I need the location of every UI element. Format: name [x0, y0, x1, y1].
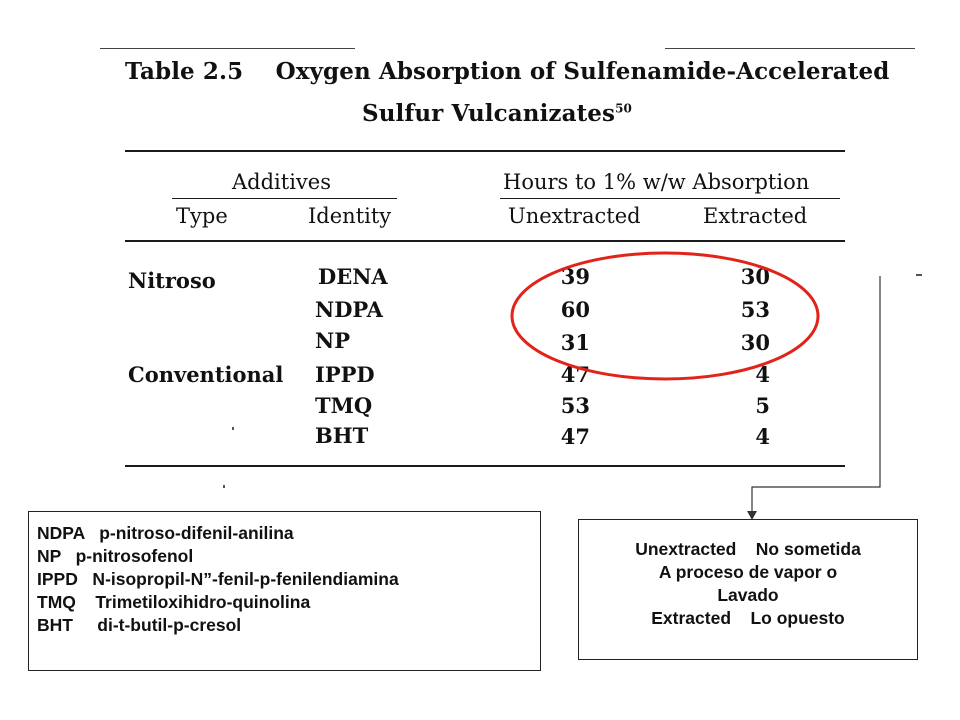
cell-identity: IPPD — [315, 362, 375, 387]
cell-unextracted: 47 — [560, 424, 590, 449]
cell-identity: BHT — [315, 423, 369, 448]
cell-unextracted: 31 — [560, 330, 590, 355]
top-rule-right — [665, 48, 915, 50]
cell-extracted: 4 — [755, 362, 770, 387]
header-bottom-rule — [125, 240, 845, 242]
scan-speck — [223, 485, 225, 488]
top-rule-left — [100, 48, 355, 50]
hours-rule — [500, 198, 840, 200]
cell-extracted: 4 — [755, 424, 770, 449]
title-rule — [125, 150, 845, 152]
cell-unextracted: 47 — [560, 362, 590, 387]
additives-rule — [172, 198, 397, 200]
cell-unextracted: 60 — [560, 297, 590, 322]
table-title-text: Sulfur Vulcanizates — [362, 100, 616, 127]
legend-line: NDPA p-nitroso-difenil-anilina — [37, 523, 294, 543]
scan-speck — [916, 274, 922, 276]
connector-line — [751, 276, 881, 513]
definition-line: Extracted Lo opuesto — [651, 608, 845, 628]
header-hours-absorption: Hours to 1% w/w Absorption — [503, 170, 810, 194]
cell-extracted: 30 — [740, 264, 770, 289]
header-unextracted: Unextracted — [508, 204, 641, 228]
cell-unextracted: 39 — [560, 264, 590, 289]
scan-speck — [232, 427, 234, 430]
cell-type: Nitroso — [128, 268, 216, 293]
table-title-line2: Sulfur Vulcanizates50 — [362, 100, 632, 127]
definition-line: Unextracted No sometida — [635, 539, 861, 559]
legend-line: IPPD N-isopropil-N”-fenil-p-fenilendiami… — [37, 569, 399, 589]
definition-line: A proceso de vapor o — [658, 562, 838, 582]
table-title-line1: Table 2.5 Oxygen Absorption of Sulfenami… — [125, 58, 890, 85]
cell-identity: NDPA — [315, 297, 383, 322]
header-additives: Additives — [232, 170, 331, 194]
cell-extracted: 5 — [755, 393, 770, 418]
cell-unextracted: 53 — [560, 393, 590, 418]
header-identity: Identity — [308, 204, 392, 228]
legend-line: BHT di-t-butil-p-cresol — [37, 615, 242, 635]
cell-extracted: 53 — [740, 297, 770, 322]
definition-box: Unextracted No sometida A proceso de vap… — [578, 519, 918, 660]
definition-line: Lavado — [717, 585, 779, 605]
cell-type: Conventional — [128, 362, 284, 387]
cell-identity: NP — [315, 328, 350, 353]
legend-line: NP p-nitrosofenol — [37, 546, 194, 566]
cell-extracted: 30 — [740, 330, 770, 355]
table-title-superscript: 50 — [615, 101, 632, 116]
cell-identity: TMQ — [315, 393, 373, 418]
cell-identity: DENA — [318, 264, 388, 289]
abbreviation-legend-box: NDPA p-nitroso-difenil-anilina NP p-nitr… — [28, 511, 541, 671]
legend-line: TMQ Trimetiloxihidro-quinolina — [37, 592, 311, 612]
header-type: Type — [176, 204, 228, 228]
header-extracted: Extracted — [703, 204, 808, 228]
table-bottom-rule — [125, 465, 845, 467]
